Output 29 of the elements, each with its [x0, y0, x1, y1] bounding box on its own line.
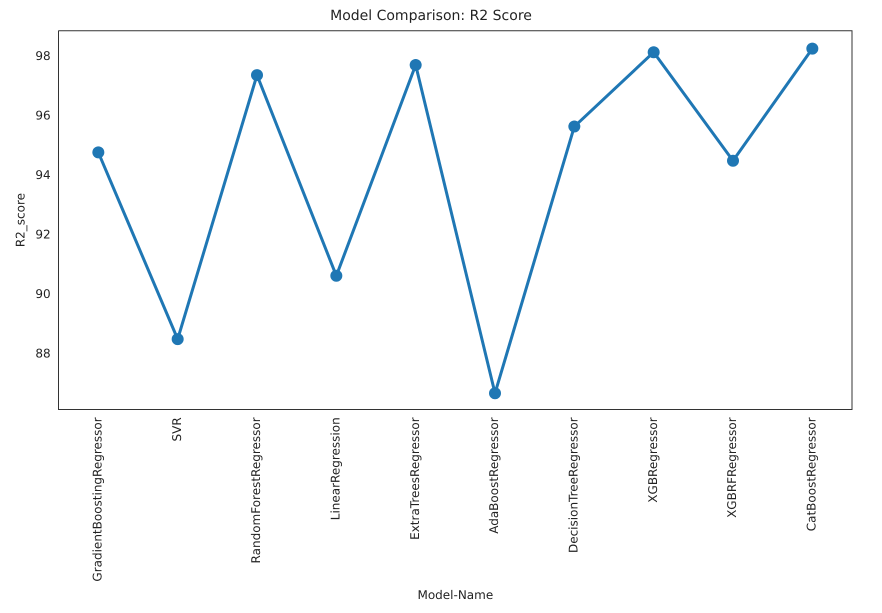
point	[489, 387, 501, 400]
x-tick-label: GradientBoostingRegressor	[90, 417, 104, 582]
point	[410, 58, 422, 71]
x-tick-label: CatBoostRegressor	[804, 417, 818, 532]
y-tick-label: 94	[35, 168, 51, 182]
x-tick-label: AdaBoostRegressor	[487, 417, 502, 534]
y-axis-title: R2_score	[13, 192, 28, 248]
x-axis-title: Model-Name	[417, 588, 494, 602]
point	[330, 270, 342, 282]
x-tick-label: RandomForestRegressor	[249, 417, 264, 564]
point	[251, 69, 263, 82]
y-tick-label: 90	[35, 286, 51, 301]
x-tick-label: SVR	[170, 417, 184, 442]
point	[806, 42, 818, 55]
x-tick-label: ExtraTreesRegressor	[408, 417, 422, 540]
point	[568, 120, 580, 133]
point	[92, 146, 104, 158]
point	[648, 46, 660, 58]
x-tick-label: XGBRFRegressor	[725, 417, 740, 518]
point	[727, 154, 739, 167]
x-tick-label: LinearRegression	[328, 417, 342, 520]
y-tick-label: 98	[35, 49, 51, 64]
y-tick-label: 92	[35, 227, 51, 242]
point	[172, 333, 184, 346]
y-tick-label: 96	[35, 108, 51, 123]
chart-title: Model Comparison: R2 Score	[330, 8, 532, 24]
x-tick-label: XGBRegressor	[646, 417, 660, 503]
x-tick-label: DecisionTreeRegressor	[566, 417, 580, 554]
y-tick-label: 88	[35, 346, 51, 360]
